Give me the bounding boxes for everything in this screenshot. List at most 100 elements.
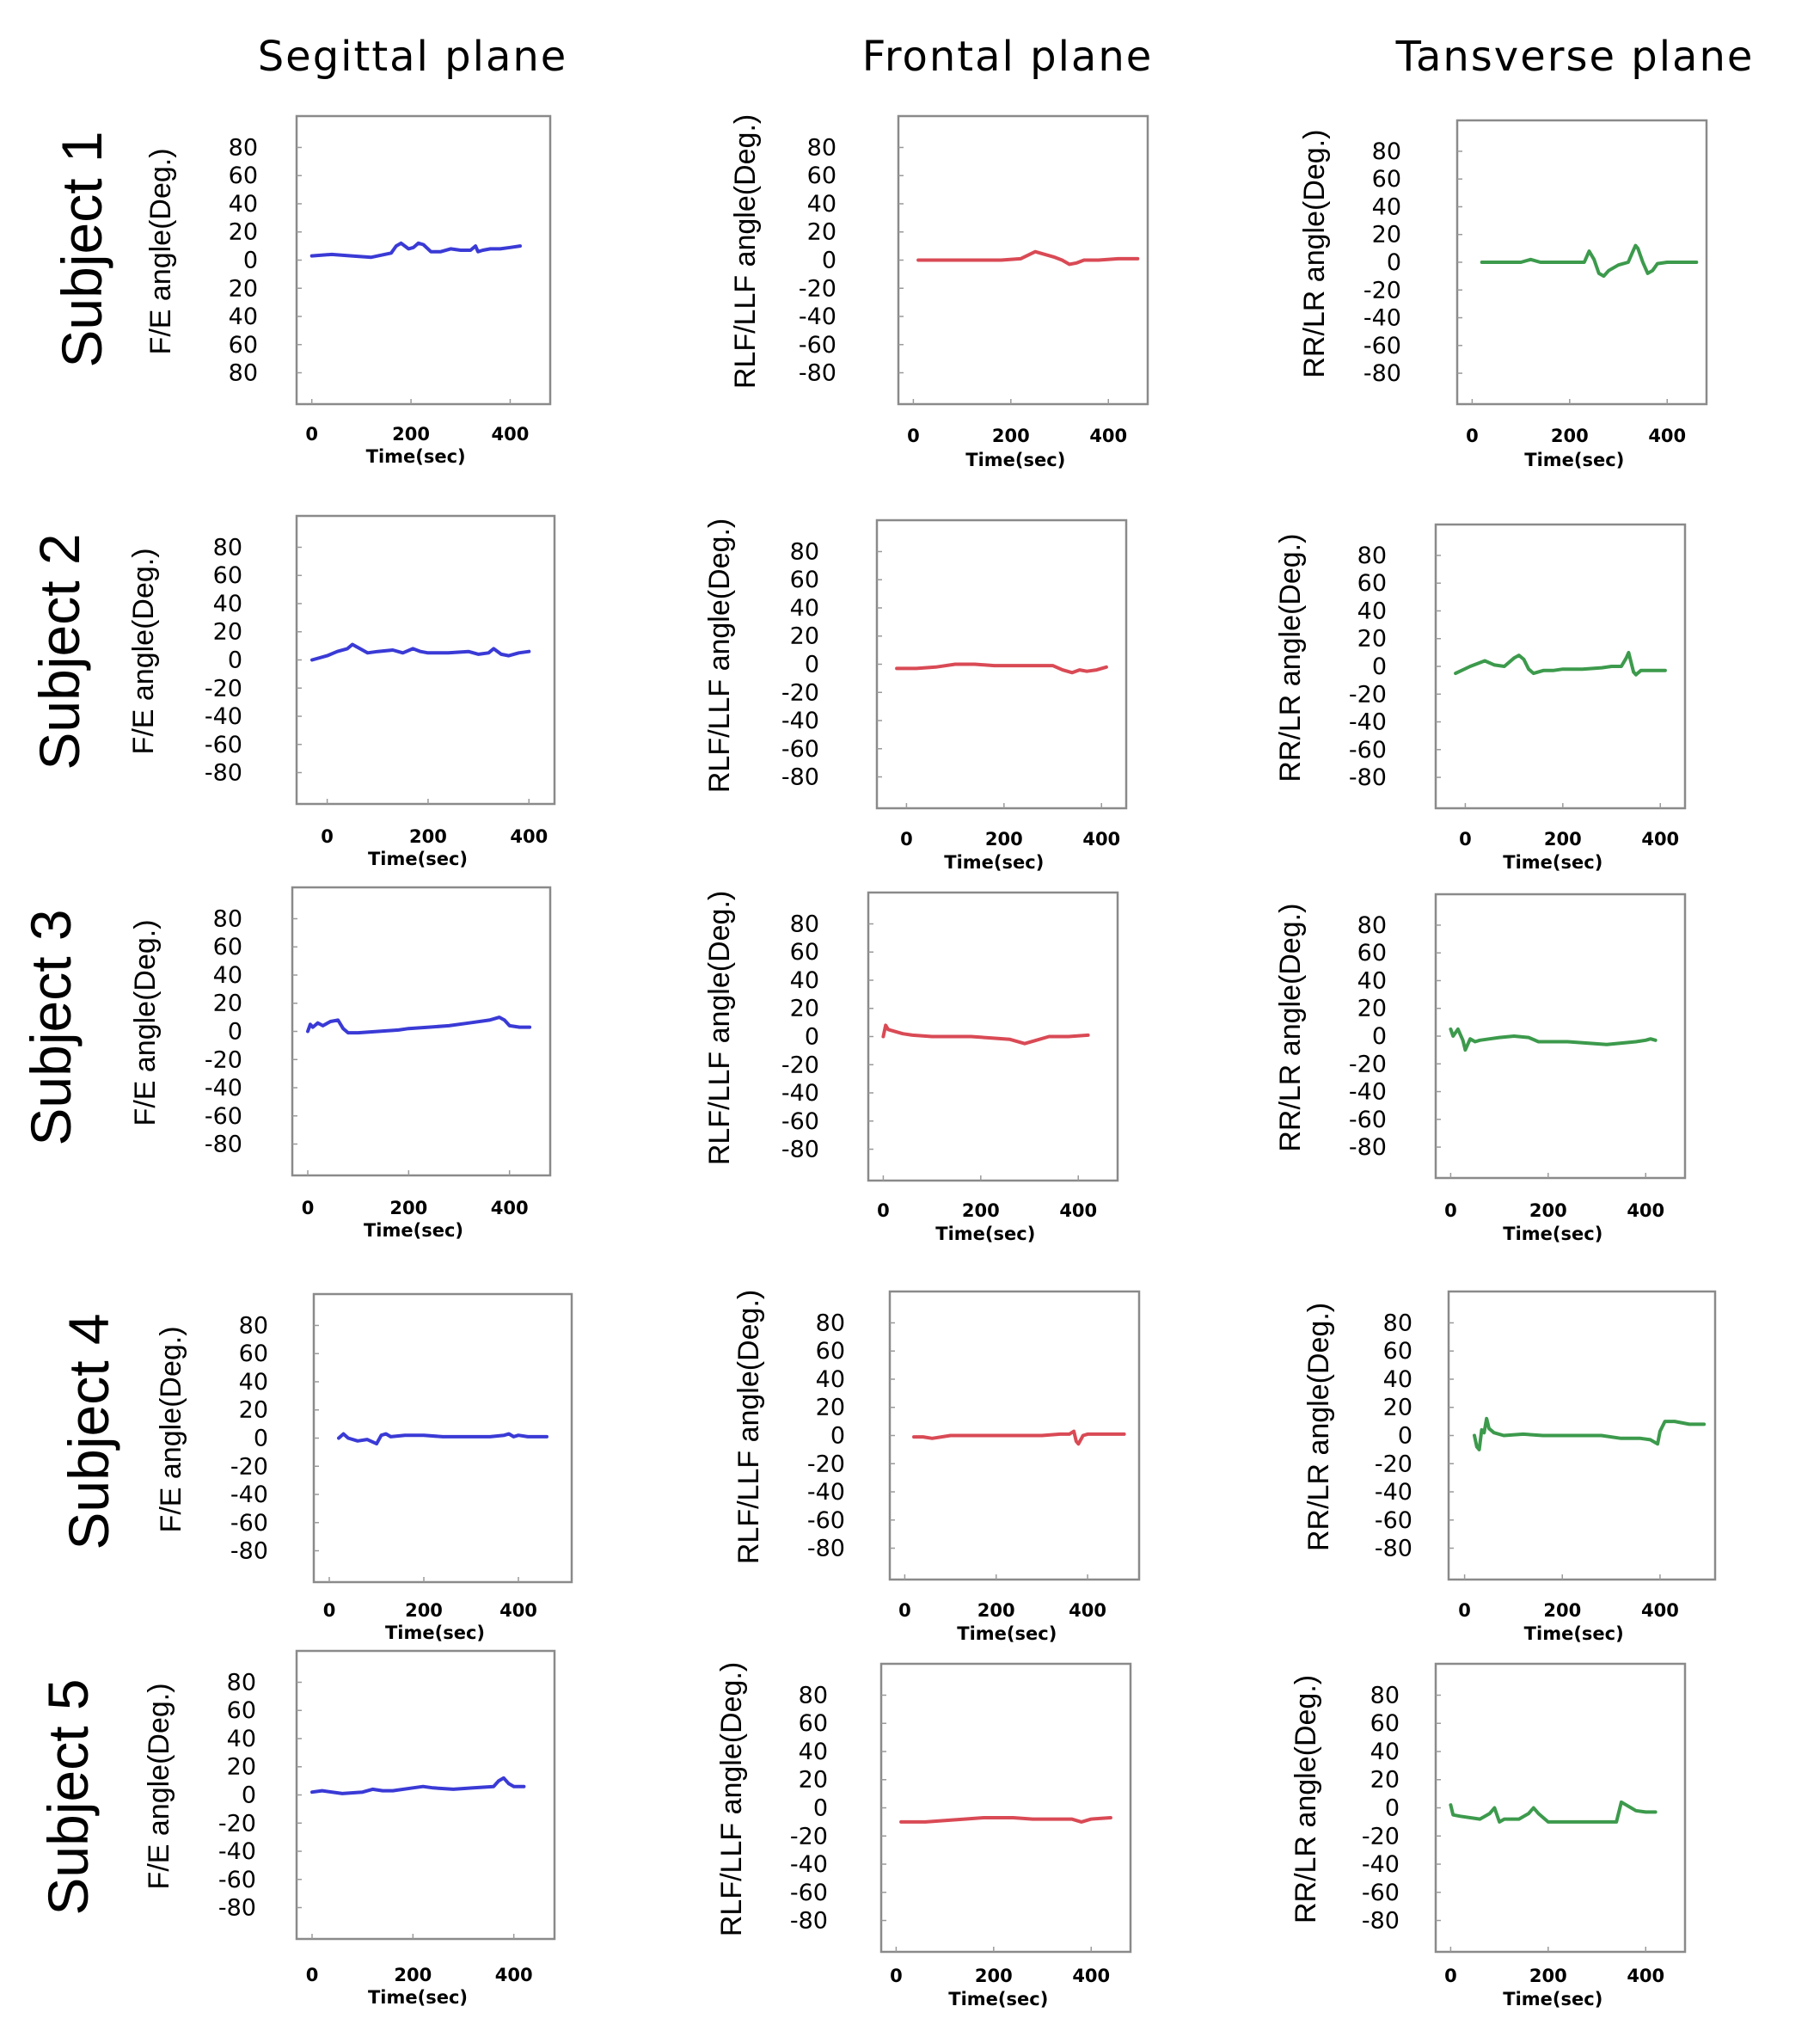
- y-tick-label: 20: [790, 996, 819, 1022]
- x-tick-label: 400: [1627, 1966, 1664, 1986]
- y-tick-label: 0: [1387, 249, 1401, 276]
- y-tick-label: 60: [239, 1341, 268, 1367]
- column-title-sagittal: Segittal plane: [258, 33, 568, 81]
- y-tick-label: 80: [799, 1682, 828, 1709]
- y-tick-label: -40: [790, 1851, 828, 1878]
- x-tick-label: 0: [1444, 1966, 1457, 1986]
- x-tick-label: 0: [1444, 1200, 1457, 1221]
- y-tick-label: -40: [205, 703, 242, 730]
- y-tick-label: 60: [807, 163, 836, 189]
- x-tick-label: 200: [392, 424, 430, 445]
- y-tick-label: 20: [213, 991, 242, 1017]
- y-tick-label: 80: [1357, 912, 1387, 939]
- y-tick-label: -60: [218, 1867, 256, 1893]
- y-tick-label: 80: [229, 134, 258, 161]
- x-tick-label: 200: [394, 1965, 432, 1985]
- y-tick-label: 0: [805, 652, 819, 678]
- y-tick-label: 20: [1383, 1395, 1412, 1421]
- y-tick-label: 40: [1357, 967, 1387, 994]
- y-tick-label: 0: [1372, 653, 1387, 680]
- x-axis-label: Time(sec): [935, 1224, 1035, 1244]
- y-tick-label: -80: [807, 1536, 845, 1562]
- y-tick-label: 80: [790, 911, 819, 937]
- x-tick-label: 400: [1072, 1966, 1110, 1986]
- y-tick-label: 0: [1385, 1795, 1400, 1822]
- y-tick-label: -20: [781, 1052, 819, 1078]
- x-tick-label: 200: [975, 1966, 1013, 1986]
- y-tick-label: 80: [229, 360, 258, 387]
- x-tick-label: 0: [305, 424, 318, 445]
- x-tick-label: 0: [306, 1965, 319, 1985]
- x-tick-label: 400: [499, 1600, 537, 1621]
- x-tick-label: 200: [977, 1600, 1015, 1621]
- y-tick-label: 40: [1383, 1366, 1412, 1393]
- x-tick-label: 400: [1069, 1600, 1106, 1621]
- y-tick-label: -60: [1362, 1880, 1400, 1906]
- y-tick-label: 80: [239, 1312, 268, 1339]
- y-tick-label: -80: [781, 1137, 819, 1163]
- x-tick-label: 400: [1641, 829, 1679, 850]
- y-tick-label: -80: [1375, 1536, 1412, 1562]
- y-tick-label: 0: [243, 248, 258, 274]
- y-tick-label: 60: [1357, 940, 1387, 966]
- y-axis-label: RR/LR angle(Deg.): [1274, 904, 1307, 1152]
- y-tick-label: -60: [807, 1507, 845, 1534]
- y-tick-label: -80: [1349, 764, 1387, 791]
- y-axis-label: RR/LR angle(Deg.): [1298, 130, 1331, 378]
- y-tick-label: 0: [1372, 1023, 1387, 1050]
- plot-frame: [1434, 523, 1687, 810]
- y-tick-label: -60: [205, 1103, 242, 1130]
- y-tick-label: -80: [205, 1132, 242, 1158]
- x-axis-label: Time(sec): [957, 1623, 1057, 1644]
- y-tick-label: -20: [781, 679, 819, 706]
- y-tick-label: -40: [1362, 1851, 1400, 1878]
- y-tick-label: 20: [816, 1395, 845, 1421]
- x-tick-label: 400: [495, 1965, 533, 1985]
- y-tick-label: 60: [790, 567, 819, 593]
- y-tick-label: 80: [213, 534, 242, 561]
- x-tick-label: 0: [302, 1198, 315, 1218]
- y-tick-label: 80: [807, 134, 836, 161]
- x-axis-label: Time(sec): [368, 1987, 468, 2008]
- row-title-subject-2: Subject 2: [28, 533, 91, 770]
- x-tick-label: 0: [321, 826, 334, 847]
- x-tick-label: 0: [890, 1966, 903, 1986]
- y-tick-label: 60: [799, 1710, 828, 1737]
- x-tick-label: 200: [1551, 426, 1589, 446]
- y-axis-label: F/E angle(Deg.): [129, 919, 162, 1126]
- y-tick-label: 20: [239, 1397, 268, 1424]
- x-tick-label: 0: [898, 1600, 911, 1621]
- x-tick-label: 200: [409, 826, 447, 847]
- y-tick-label: -80: [790, 1908, 828, 1935]
- y-tick-label: -20: [230, 1453, 268, 1480]
- y-tick-label: 0: [242, 1782, 256, 1809]
- y-tick-label: 60: [229, 332, 258, 359]
- y-tick-label: -20: [1349, 1051, 1387, 1077]
- y-axis-label: RLF/LLF angle(Deg.): [703, 518, 736, 793]
- y-tick-label: 60: [213, 934, 242, 960]
- y-axis-label: RLF/LLF angle(Deg.): [732, 1290, 765, 1564]
- y-tick-label: -40: [1375, 1479, 1412, 1506]
- y-tick-label: -80: [1362, 1908, 1400, 1935]
- y-axis-label: RLF/LLF angle(Deg.): [729, 114, 762, 389]
- y-tick-label: 20: [1357, 996, 1387, 1022]
- y-tick-label: -80: [205, 760, 242, 787]
- y-tick-label: -20: [1362, 1823, 1400, 1850]
- column-title-transverse: Tansverse plane: [1395, 33, 1755, 81]
- y-tick-label: -20: [205, 1046, 242, 1073]
- y-tick-label: -60: [1363, 333, 1401, 359]
- series-line: [881, 1023, 1090, 1046]
- series-line: [337, 1432, 548, 1446]
- x-axis-label: Time(sec): [368, 849, 468, 869]
- y-axis-label: RLF/LLF angle(Deg.): [703, 891, 736, 1165]
- plot-frame: [295, 114, 552, 406]
- y-tick-label: -40: [781, 1080, 819, 1107]
- series-line: [1454, 650, 1667, 677]
- x-tick-label: 0: [877, 1200, 890, 1221]
- y-tick-label: 0: [822, 248, 836, 274]
- y-tick-label: 40: [227, 1726, 256, 1752]
- plot-frame: [295, 1649, 556, 1941]
